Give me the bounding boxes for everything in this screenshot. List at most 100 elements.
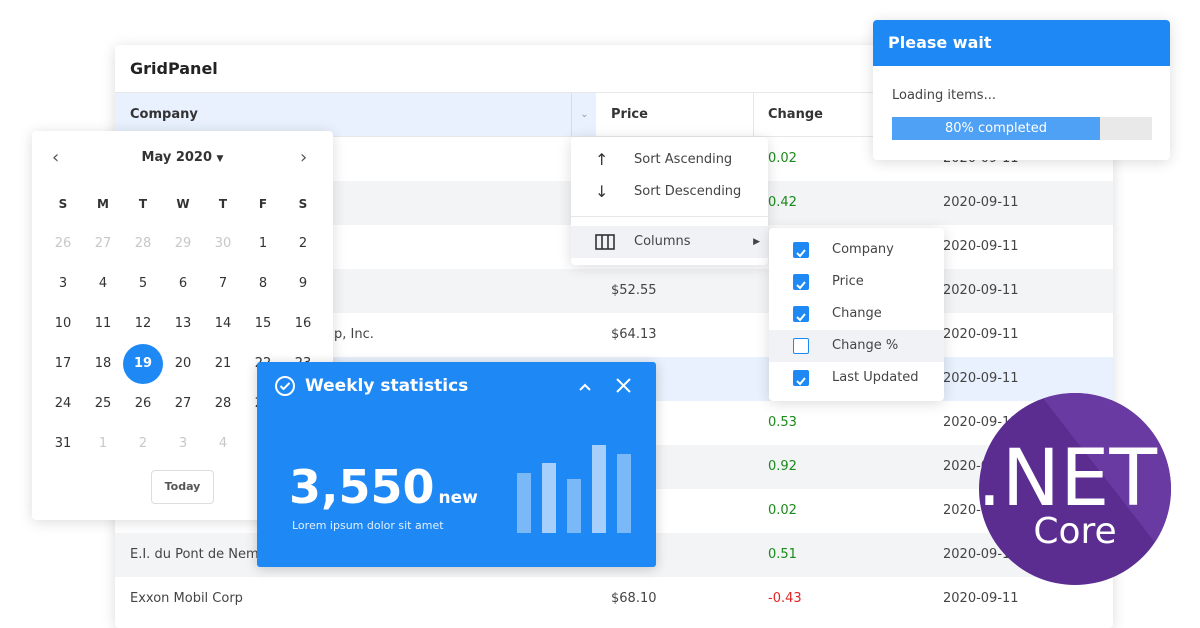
mini-bar <box>592 445 606 533</box>
menu-label: Sort Ascending <box>634 152 733 167</box>
day[interactable]: 2 <box>138 436 148 451</box>
menu-item[interactable]: ↓ Sort Descending <box>571 176 768 208</box>
change-cell: 0.02 <box>768 503 797 518</box>
header-row: ⌄ <box>115 92 1113 137</box>
checkbox-checked <box>793 274 809 290</box>
day[interactable]: 1 <box>258 236 268 251</box>
day[interactable]: 16 <box>294 316 312 331</box>
column-header: Price <box>611 107 648 122</box>
menu-icon: ↑ <box>595 150 609 169</box>
menu-item[interactable]: Columns ▶ <box>571 226 768 258</box>
progress-label: 80% completed <box>944 121 1047 136</box>
day[interactable]: 2 <box>298 236 308 251</box>
wait-title: Please wait <box>888 33 992 52</box>
day[interactable]: 1 <box>98 436 108 451</box>
weekday: T <box>218 197 228 211</box>
company-cell: p, Inc. <box>334 327 374 342</box>
day[interactable]: 26 <box>54 236 72 251</box>
logo-line1: .NET <box>979 434 1157 524</box>
month-header[interactable]: May 2020 ▼ <box>32 150 333 165</box>
day[interactable]: 13 <box>174 316 192 331</box>
change-cell: 0.42 <box>768 195 797 210</box>
grid-row[interactable]: Exxon Mobil Corp $68.10 -0.43 2020-09-11 <box>115 577 1113 621</box>
menu-item[interactable]: ↑ Sort Ascending <box>571 144 768 176</box>
dotnet-logo: .NET Core <box>979 393 1171 585</box>
column-separator <box>753 93 754 136</box>
menu-label: Columns <box>634 234 691 249</box>
day[interactable]: 27 <box>174 396 192 411</box>
checkbox-unchecked <box>793 338 809 354</box>
company-cell: E.I. du Pont de Nem <box>130 547 259 562</box>
day[interactable]: 29 <box>174 236 192 251</box>
date-cell: 2020-09-11 <box>943 591 1019 606</box>
column-header: Company <box>130 107 198 122</box>
menu-icon: ↓ <box>595 182 609 201</box>
day[interactable]: 8 <box>258 276 268 291</box>
day[interactable]: 28 <box>214 396 232 411</box>
day[interactable]: 17 <box>54 356 72 371</box>
logo-line2: Core <box>1033 511 1116 552</box>
price-cell: $52.55 <box>611 283 657 298</box>
change-cell: 0.53 <box>768 415 797 430</box>
submenu-item[interactable]: Change % <box>769 330 944 362</box>
checkbox-checked <box>793 242 809 258</box>
weekday: W <box>176 197 190 211</box>
day[interactable]: 11 <box>94 316 112 331</box>
weekday: T <box>138 197 148 211</box>
selected-day[interactable]: 19 <box>123 344 163 384</box>
prev-month[interactable]: ‹ <box>52 147 60 168</box>
day[interactable]: 28 <box>134 236 152 251</box>
date-cell: 2020-09-11 <box>943 239 1019 254</box>
weekly-stats: Weekly statistics 3,550 new Lorem ipsum d… <box>257 362 656 567</box>
progress-fill <box>892 117 1100 140</box>
submenu-label: Company <box>832 242 894 257</box>
submenu-item[interactable]: Price <box>769 266 944 298</box>
month-label: May 2020 <box>141 150 213 165</box>
day[interactable]: 31 <box>54 436 72 451</box>
price-cell: $68.10 <box>611 591 657 606</box>
day[interactable]: 3 <box>58 276 68 291</box>
next-month[interactable]: › <box>300 147 308 168</box>
price-cell: $64.13 <box>611 327 657 342</box>
wait-message: Loading items... <box>892 88 996 103</box>
day[interactable]: 5 <box>138 276 148 291</box>
stats-title: Weekly statistics <box>305 376 469 396</box>
day[interactable]: 12 <box>134 316 152 331</box>
submenu-item[interactable]: Last Updated <box>769 362 944 394</box>
menu-icon <box>595 226 615 261</box>
day[interactable]: 18 <box>94 356 112 371</box>
day[interactable]: 4 <box>98 276 108 291</box>
day[interactable]: 20 <box>174 356 192 371</box>
change-cell: -0.43 <box>768 591 802 606</box>
day[interactable]: 15 <box>254 316 272 331</box>
day[interactable]: 27 <box>94 236 112 251</box>
wait-dialog: Please wait Loading items... 80% complet… <box>873 20 1170 160</box>
day[interactable]: 7 <box>218 276 228 291</box>
date-cell: 2020-09-11 <box>943 283 1019 298</box>
day[interactable]: 3 <box>178 436 188 451</box>
day[interactable]: 4 <box>218 436 228 451</box>
submenu-item[interactable]: Company <box>769 234 944 266</box>
day[interactable]: 26 <box>134 396 152 411</box>
day[interactable]: 9 <box>298 276 308 291</box>
day[interactable]: 30 <box>214 236 232 251</box>
mini-bar <box>542 463 556 533</box>
day[interactable]: 6 <box>178 276 188 291</box>
check-icon <box>275 376 295 396</box>
day[interactable]: 21 <box>214 356 232 371</box>
day[interactable]: 14 <box>214 316 232 331</box>
month-caret: ▼ <box>216 154 224 164</box>
checkbox-checked <box>793 306 809 322</box>
change-cell: 0.92 <box>768 459 797 474</box>
submenu-item[interactable]: Change <box>769 298 944 330</box>
day[interactable]: 25 <box>94 396 112 411</box>
day[interactable]: 24 <box>54 396 72 411</box>
submenu-label: Change <box>832 306 882 321</box>
stats-controls[interactable] <box>575 377 635 395</box>
header-dropdown[interactable]: ⌄ <box>571 93 597 136</box>
date-cell: 2020-09-11 <box>943 371 1019 386</box>
day[interactable]: 10 <box>54 316 72 331</box>
submenu-label: Price <box>832 274 864 289</box>
today-button[interactable]: Today <box>151 470 214 504</box>
date-cell: 2020-09-11 <box>943 327 1019 342</box>
